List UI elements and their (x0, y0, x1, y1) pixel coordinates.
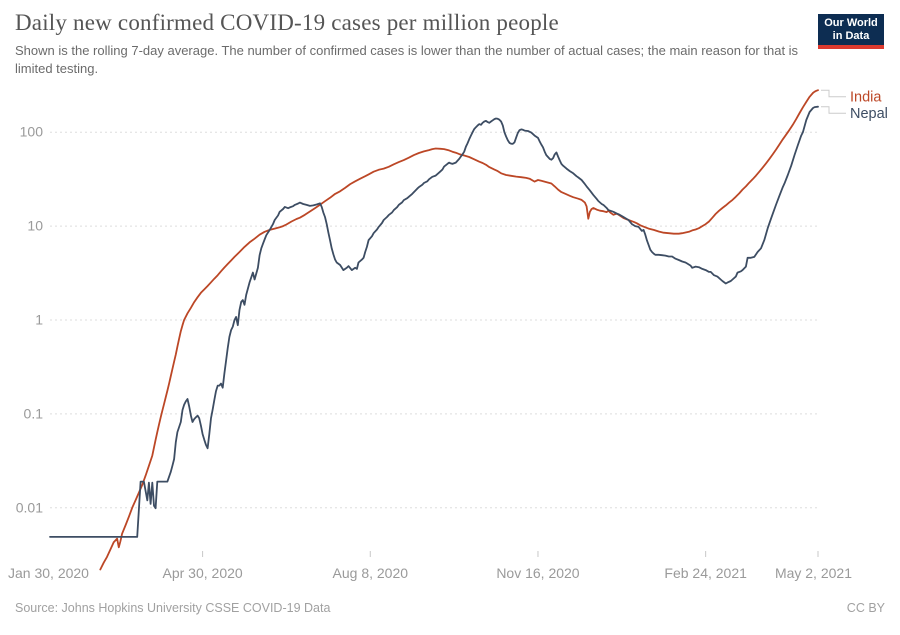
legend-connector-india (821, 89, 846, 98)
chart-footer: CC BY Source: Johns Hopkins University C… (15, 601, 885, 615)
chart-title: Daily new confirmed COVID-19 cases per m… (15, 10, 559, 35)
legend-label-india[interactable]: India (850, 90, 882, 106)
x-axis-tick-label: Apr 30, 2020 (163, 565, 243, 581)
y-axis-tick-label: 1 (35, 312, 43, 328)
x-axis-tick-label: May 2, 2021 (775, 565, 852, 581)
legend-connector-nepal (821, 106, 846, 114)
series-line-india[interactable] (99, 89, 819, 571)
x-axis-tick-label: Feb 24, 2021 (664, 565, 747, 581)
y-axis-tick-label: 100 (20, 124, 44, 140)
chart-subtitle: Shown is the rolling 7-day average. The … (15, 43, 799, 76)
chart-header: Daily new confirmed COVID-19 cases per m… (15, 0, 885, 78)
y-axis-tick-label: 0.1 (24, 405, 44, 421)
series-line-nepal[interactable] (49, 105, 819, 538)
y-axis-tick-label: 10 (27, 218, 43, 234)
y-axis-tick-label: 0.01 (16, 499, 43, 515)
owid-logo-line1: Our World (824, 17, 878, 29)
source-label: Source: Johns Hopkins University CSSE CO… (15, 601, 331, 615)
license-label[interactable]: CC BY (846, 601, 885, 615)
owid-logo[interactable]: Our World in Data (818, 14, 884, 49)
owid-logo-line2: in Data (832, 30, 870, 42)
x-axis-tick-label: Aug 8, 2020 (333, 565, 409, 581)
x-axis-tick-label: Nov 16, 2020 (496, 565, 579, 581)
x-axis-tick-label: Jan 30, 2020 (8, 565, 89, 581)
legend-label-nepal[interactable]: Nepal (850, 106, 888, 122)
